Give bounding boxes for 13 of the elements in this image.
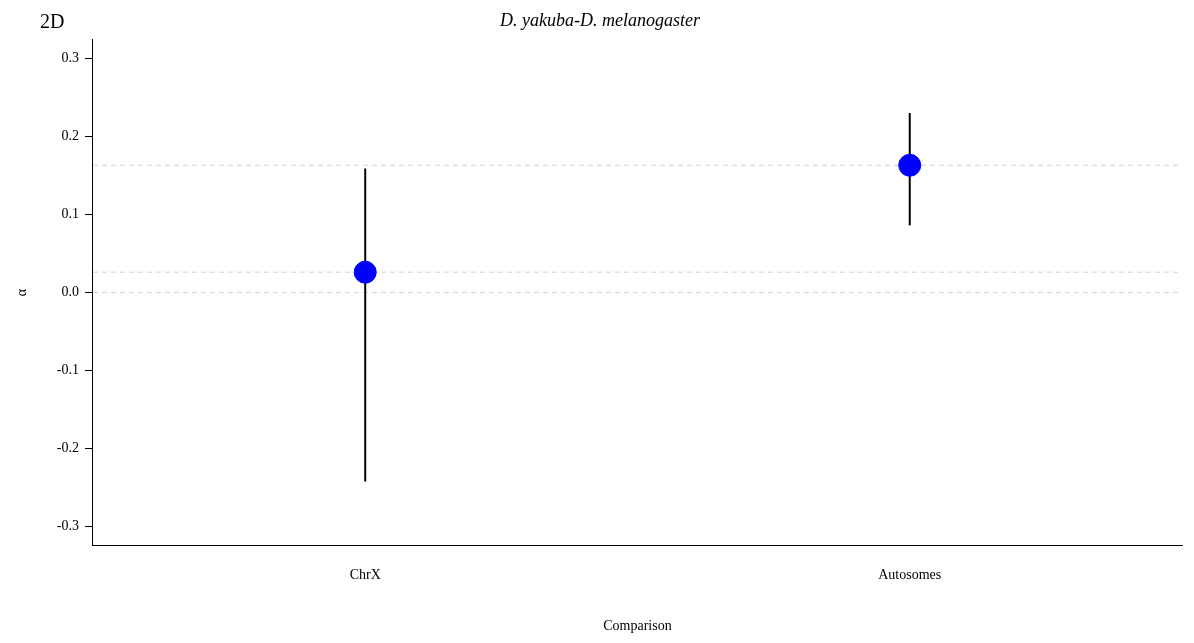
y-axis-title: α	[14, 288, 30, 297]
y-tick-label: 0.2	[61, 128, 79, 144]
x-tick-label: Autosomes	[878, 567, 942, 583]
y-tick-label: 0.1	[61, 206, 79, 222]
y-tick-label: -0.2	[56, 440, 79, 456]
x-tick-label: ChrX	[349, 567, 381, 583]
y-tick-label: -0.3	[56, 518, 79, 534]
chart-title: D. yakuba-D. melanogaster	[499, 9, 701, 30]
x-axis-title: Comparison	[603, 618, 672, 634]
text: 2D	[40, 10, 65, 33]
y-tick-label: 0.3	[61, 50, 79, 66]
y-tick-label: 0.0	[61, 284, 79, 300]
y-tick-label: -0.1	[56, 362, 79, 378]
